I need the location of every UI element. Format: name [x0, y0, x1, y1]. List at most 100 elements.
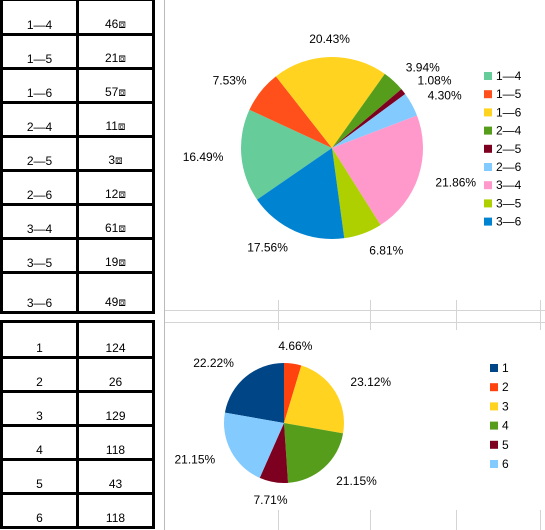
legend-swatch — [484, 199, 492, 208]
pie-slice — [275, 56, 385, 148]
legend-entry: 3—6 — [496, 215, 522, 229]
legend-entry: 4 — [502, 419, 509, 433]
gridline — [278, 300, 279, 330]
data-label: 21.86% — [435, 175, 476, 189]
table-row: 3 129 — [0, 390, 155, 427]
legend-entry: 1—4 — [496, 69, 522, 83]
legend-entry: 1—6 — [496, 105, 522, 119]
legend-entry: 3—4 — [496, 178, 522, 192]
legend-swatch — [484, 217, 492, 226]
cell-value[interactable]: 57⧈ — [76, 67, 155, 104]
cell-label[interactable]: 2 — [0, 356, 79, 393]
cell-label[interactable]: 4 — [0, 424, 79, 461]
legend-swatch — [484, 90, 492, 99]
gridline — [370, 300, 371, 330]
cell-label[interactable]: 6 — [0, 492, 79, 529]
gridline — [370, 510, 371, 530]
cell-value[interactable]: 3⧈ — [76, 135, 155, 172]
gridline — [456, 300, 457, 330]
cell-value[interactable]: 21⧈ — [76, 33, 155, 70]
data-label: 17.56% — [247, 241, 288, 255]
cell-label[interactable]: 3 — [0, 390, 79, 427]
pie-slice — [241, 109, 332, 200]
legend-swatch — [490, 383, 498, 392]
legend-entry: 2 — [502, 380, 509, 394]
pie-slice — [332, 73, 402, 148]
legend-swatch — [490, 402, 498, 411]
gridline — [165, 322, 545, 323]
cell-value[interactable]: 43 — [76, 458, 155, 495]
pie-slice — [332, 89, 406, 148]
cell-value[interactable]: 118 — [76, 424, 155, 461]
table-row: 4 118 — [0, 424, 155, 461]
cell-value[interactable]: 49⧈ — [76, 271, 155, 314]
legend-entry: 5 — [502, 438, 509, 452]
cell-label[interactable]: 1—6 — [0, 67, 79, 104]
gridline — [540, 510, 541, 530]
table-row: 1—5 21⧈ — [0, 33, 155, 70]
legend-entry: 2—5 — [496, 142, 522, 156]
table-row: 3—5 19⧈ — [0, 237, 155, 274]
cell-label[interactable]: 5 — [0, 458, 79, 495]
gridline — [456, 510, 457, 530]
cell-value[interactable]: 46⧈ — [76, 0, 155, 36]
pie-slice — [224, 363, 284, 423]
bottom-data-table: 1 124 2 26 3 129 4 118 5 43 6 118 — [0, 320, 155, 529]
pie-slice — [332, 115, 423, 225]
cell-value[interactable]: 11⧈ — [76, 101, 155, 138]
table-row: 2 26 — [0, 356, 155, 393]
legend-entry: 2—4 — [496, 124, 522, 138]
cell-label[interactable]: 1—4 — [0, 0, 79, 36]
cell-label[interactable]: 2—6 — [0, 169, 79, 206]
pie-slice — [332, 148, 381, 239]
cell-value[interactable]: 26 — [76, 356, 155, 393]
legend-swatch — [484, 181, 492, 190]
cell-value[interactable]: 19⧈ — [76, 237, 155, 274]
data-label: 16.49% — [183, 150, 224, 164]
table-row: 1 124 — [0, 320, 155, 359]
cell-label[interactable]: 2—4 — [0, 101, 79, 138]
top-data-table: 1—4 46⧈ 1—5 21⧈ 1—6 57⧈ 2—4 11⧈ 2—5 3⧈ 2—6 12⧈ 3—4 61… — [0, 0, 155, 314]
legend-swatch — [484, 72, 492, 80]
table-row: 1—4 46⧈ — [0, 0, 155, 36]
table-row: 2—6 12⧈ — [0, 169, 155, 206]
legend-swatch — [484, 163, 492, 171]
table-row: 1—6 57⧈ — [0, 67, 155, 104]
cell-value[interactable]: 124 — [76, 320, 155, 359]
legend-swatch — [490, 440, 498, 449]
data-label: 7.53% — [213, 73, 247, 87]
cell-value[interactable]: 12⧈ — [76, 169, 155, 206]
legend-entry: 3—5 — [496, 196, 522, 210]
legend-swatch — [484, 144, 492, 153]
data-label: 4.66% — [278, 339, 312, 353]
cell-value[interactable]: 118 — [76, 492, 155, 529]
table-row: 2—5 3⧈ — [0, 135, 155, 172]
cell-label[interactable]: 1—5 — [0, 33, 79, 70]
legend-entry: 6 — [502, 457, 509, 471]
cell-label[interactable]: 3—4 — [0, 203, 79, 240]
gridline — [540, 300, 541, 330]
cell-label[interactable]: 3—5 — [0, 237, 79, 274]
data-label: 22.22% — [193, 356, 234, 370]
cell-label[interactable]: 3—6 — [0, 271, 79, 314]
gridline — [278, 510, 279, 530]
pie-slice — [257, 148, 345, 239]
data-label: 3.94% — [406, 61, 440, 75]
pie-slice — [223, 412, 284, 478]
gridline — [165, 310, 545, 311]
legend-swatch — [484, 108, 492, 117]
pie-slice — [249, 76, 332, 148]
cell-label[interactable]: 1 — [0, 320, 79, 359]
pie-slice — [284, 365, 345, 434]
table-row: 3—4 61⧈ — [0, 203, 155, 240]
legend-swatch — [490, 364, 498, 372]
cell-label[interactable]: 2—5 — [0, 135, 79, 172]
data-label: 6.81% — [369, 243, 403, 257]
data-label: 20.43% — [309, 32, 350, 46]
cell-value[interactable]: 61⧈ — [76, 203, 155, 240]
data-label: 7.71% — [253, 493, 287, 507]
cell-value[interactable]: 129 — [76, 390, 155, 427]
legend-entry: 3 — [502, 399, 509, 413]
data-label: 4.30% — [428, 89, 462, 103]
